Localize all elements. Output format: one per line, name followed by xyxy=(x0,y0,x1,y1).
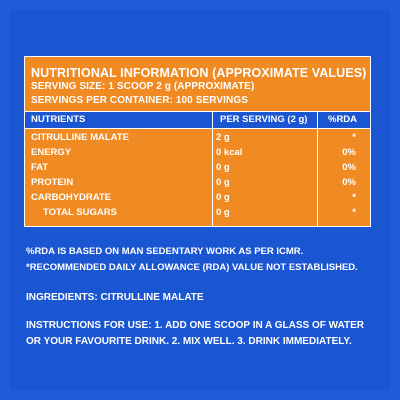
nutrient-name: FAT xyxy=(31,162,49,173)
rda-basis-note: %RDA IS BASED ON MAN SEDENTARY WORK AS P… xyxy=(26,246,304,257)
column-divider xyxy=(212,111,213,226)
column-divider xyxy=(317,111,318,226)
per-serving-value: 0 g xyxy=(216,192,230,203)
nutrition-facts-panel: NUTRITIONAL INFORMATION (APPROXIMATE VAL… xyxy=(24,56,371,227)
table-row: PROTEIN 0 g 0% xyxy=(25,175,370,190)
per-serving-value: 0 g xyxy=(216,177,230,188)
per-serving-value: 2 g xyxy=(216,132,230,143)
nutrient-name: CITRULLINE MALATE xyxy=(31,132,129,143)
ingredients-text: INGREDIENTS: CITRULLINE MALATE xyxy=(26,292,204,303)
panel-title: NUTRITIONAL INFORMATION (APPROXIMATE VAL… xyxy=(31,66,367,80)
column-header-nutrients: NUTRIENTS xyxy=(31,114,86,125)
table-row: ENERGY 0 kcal 0% xyxy=(25,145,370,160)
table-row: CITRULLINE MALATE 2 g * xyxy=(25,130,370,145)
rda-value: * xyxy=(352,132,356,143)
table-row: FAT 0 g 0% xyxy=(25,160,370,175)
rda-value: 0% xyxy=(342,177,356,188)
per-serving-value: 0 g xyxy=(216,207,230,218)
nutrient-name: CARBOHYDRATE xyxy=(31,192,112,203)
per-serving-value: 0 kcal xyxy=(216,147,243,158)
rda-footnote: *RECOMMENDED DAILY ALLOWANCE (RDA) VALUE… xyxy=(26,262,358,273)
nutrient-name: ENERGY xyxy=(31,147,72,158)
rda-value: * xyxy=(352,207,356,218)
table-row: TOTAL SUGARS 0 g * xyxy=(25,205,370,220)
instructions-text: INSTRUCTIONS FOR USE: 1. ADD ONE SCOOP I… xyxy=(26,320,364,347)
table-row: CARBOHYDRATE 0 g * xyxy=(25,190,370,205)
nutrient-name: PROTEIN xyxy=(31,177,74,188)
servings-per-container: SERVINGS PER CONTAINER: 100 SERVINGS xyxy=(31,95,248,106)
nutrient-name: TOTAL SUGARS xyxy=(43,207,117,218)
rda-value: 0% xyxy=(342,147,356,158)
table-header-row: NUTRIENTS PER SERVING (2 g) %RDA xyxy=(25,111,370,129)
column-header-rda: %RDA xyxy=(328,114,358,125)
serving-size: SERVING SIZE: 1 SCOOP 2 g (APPROXIMATE) xyxy=(31,81,255,92)
per-serving-value: 0 g xyxy=(216,162,230,173)
rda-value: 0% xyxy=(342,162,356,173)
rda-value: * xyxy=(352,192,356,203)
column-header-per-serving: PER SERVING (2 g) xyxy=(220,114,308,125)
